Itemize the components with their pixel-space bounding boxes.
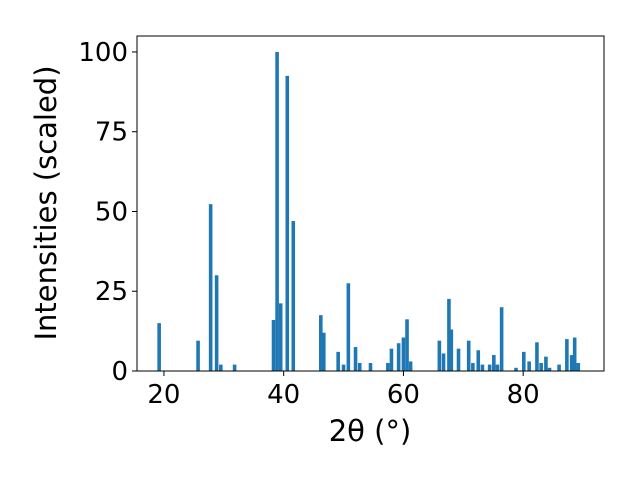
- bar-13: [336, 351, 340, 371]
- y-tick-label: 0: [111, 357, 128, 387]
- bar-5: [232, 364, 237, 371]
- x-axis-label: 2θ (°): [329, 414, 412, 448]
- bar-33: [480, 364, 485, 371]
- bar-20: [389, 348, 394, 371]
- bar-0: [157, 323, 161, 371]
- bar-48: [572, 337, 577, 371]
- bar-3: [214, 275, 219, 371]
- bar-24: [408, 361, 413, 371]
- y-tick-label: 50: [95, 197, 128, 227]
- y-axis-label: Intensities (scaled): [29, 65, 63, 340]
- bar-26: [441, 353, 446, 371]
- bar-40: [527, 361, 531, 371]
- bar-35: [492, 355, 496, 371]
- bar-14: [341, 364, 346, 371]
- bar-34: [487, 364, 492, 371]
- x-tick-label: 60: [387, 380, 420, 410]
- bar-21: [396, 343, 401, 371]
- y-tick-label: 75: [95, 118, 128, 148]
- bar-39: [521, 351, 526, 371]
- bar-12: [322, 332, 326, 371]
- bar-31: [471, 363, 475, 371]
- bars-group: [157, 51, 581, 371]
- y-tick-label: 100: [78, 38, 128, 68]
- bar-27: [447, 298, 451, 371]
- bar-32: [476, 350, 481, 371]
- bar-8: [278, 303, 283, 371]
- bar-11: [319, 315, 323, 371]
- bar-41: [535, 342, 539, 371]
- bar-9: [285, 75, 290, 371]
- bar-4: [219, 364, 223, 371]
- bar-47: [569, 355, 574, 371]
- bar-16: [353, 347, 358, 371]
- bar-25: [437, 340, 442, 371]
- x-tick-label: 40: [267, 380, 300, 410]
- x-tick-label: 80: [507, 380, 540, 410]
- bar-46: [565, 339, 569, 371]
- bar-19: [386, 363, 390, 371]
- bar-7: [275, 51, 279, 371]
- bar-38: [514, 367, 518, 371]
- bar-37: [499, 307, 504, 371]
- y-tick-label: 25: [95, 277, 128, 307]
- bar-17: [357, 363, 362, 371]
- bar-30: [466, 340, 471, 371]
- bar-2: [208, 204, 213, 371]
- bar-49: [576, 363, 581, 371]
- plot-area: [137, 36, 604, 371]
- bar-15: [346, 283, 351, 371]
- bar-43: [544, 356, 548, 371]
- bar-22: [401, 337, 406, 371]
- x-ticks: 20 40 60 80: [147, 371, 540, 410]
- bar-18: [368, 363, 373, 371]
- bar-44: [547, 367, 552, 371]
- bar-36: [495, 364, 500, 371]
- y-ticks: 0 25 50 75 100: [78, 38, 137, 387]
- bar-6: [271, 319, 276, 371]
- bar-29: [456, 348, 461, 371]
- bar-28: [449, 329, 454, 371]
- x-tick-label: 20: [147, 380, 180, 410]
- bar-45: [557, 364, 561, 371]
- bar-10: [291, 221, 296, 371]
- plot-frame: [136, 35, 605, 372]
- bar-42: [539, 363, 543, 371]
- bar-23: [405, 319, 409, 371]
- bar-1: [196, 340, 200, 371]
